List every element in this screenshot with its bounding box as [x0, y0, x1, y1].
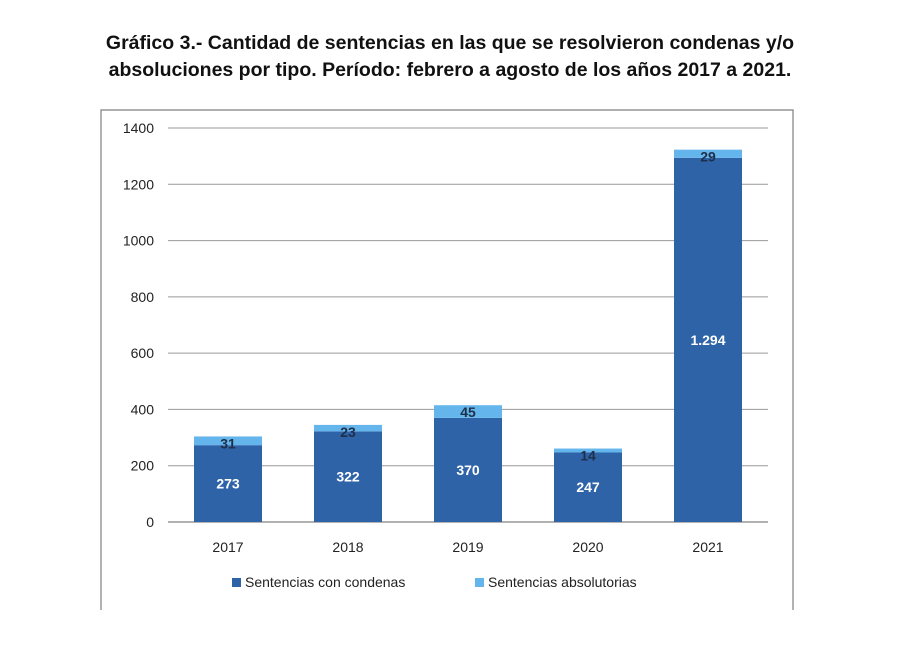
y-tick-label: 1000	[123, 233, 154, 249]
data-label-absolutorias: 14	[580, 448, 596, 464]
x-tick-label: 2019	[452, 539, 483, 555]
y-tick-label: 1400	[123, 120, 154, 136]
bar-stack: 1.294 29	[674, 149, 742, 522]
bar-segment-absolutorias	[194, 436, 262, 446]
data-label-absolutorias: 45	[460, 404, 476, 420]
legend-item: Sentencias con condenas	[232, 574, 405, 590]
chart-title-line-2: absoluciones por tipo. Período: febrero …	[108, 59, 792, 81]
bar-segment-absolutorias	[434, 405, 502, 418]
bar-segment-condenas	[554, 452, 622, 522]
data-label-absolutorias: 31	[220, 435, 236, 451]
legend-label: Sentencias absolutorias	[488, 574, 637, 590]
bar-segment-absolutorias	[554, 448, 622, 453]
x-axis: 2017 2018 2019 2020 2021	[212, 539, 723, 555]
bar-segment-absolutorias	[674, 149, 742, 158]
chart-title-line-1: Gráfico 3.- Cantidad de sentencias en la…	[105, 32, 795, 54]
legend-swatch-condenas	[232, 578, 241, 587]
data-label-condenas: 247	[576, 479, 600, 495]
chart-frame	[100, 109, 794, 610]
data-label-condenas: 322	[336, 469, 360, 485]
chart-legend: Sentencias con condenas Sentencias absolu…	[232, 574, 637, 590]
chart-title: Gráfico 3.- Cantidad de sentencias en la…	[20, 30, 880, 84]
chart-gridlines	[168, 127, 768, 523]
bar-segment-condenas	[194, 445, 262, 522]
x-tick-label: 2020	[572, 539, 603, 555]
bar-stack: 273 31	[194, 435, 262, 522]
bar-stack: 322 23	[314, 424, 382, 522]
y-tick-label: 200	[131, 458, 155, 474]
data-label-condenas: 1.294	[690, 332, 725, 348]
y-tick-label: 400	[131, 401, 155, 417]
bar-stack: 247 14	[554, 448, 622, 522]
data-label-condenas: 370	[456, 462, 480, 478]
bar-segment-condenas	[434, 417, 502, 522]
x-tick-label: 2017	[212, 539, 243, 555]
bar-stack: 370 45	[434, 404, 502, 522]
y-axis: 0 200 400 600 800 1000 1200 1400	[123, 120, 154, 530]
data-label-absolutorias: 29	[700, 149, 716, 165]
legend-item: Sentencias absolutorias	[475, 574, 637, 590]
x-tick-label: 2021	[692, 539, 723, 555]
data-label-absolutorias: 23	[340, 424, 356, 440]
y-tick-label: 1200	[123, 176, 154, 192]
bar-segment-absolutorias	[314, 424, 382, 432]
bar-segment-condenas	[314, 431, 382, 522]
y-tick-label: 800	[131, 289, 155, 305]
x-tick-label: 2018	[332, 539, 363, 555]
data-label-condenas: 273	[216, 476, 240, 492]
chart-border	[100, 109, 794, 610]
bar-segment-condenas	[674, 157, 742, 522]
legend-label: Sentencias con condenas	[245, 574, 405, 590]
chart-bars: 273 31 322 23 370 45 247 14 1.294 29	[194, 149, 742, 522]
y-tick-label: 600	[131, 345, 155, 361]
legend-swatch-absolutorias	[475, 578, 484, 587]
y-tick-label: 0	[146, 514, 154, 530]
